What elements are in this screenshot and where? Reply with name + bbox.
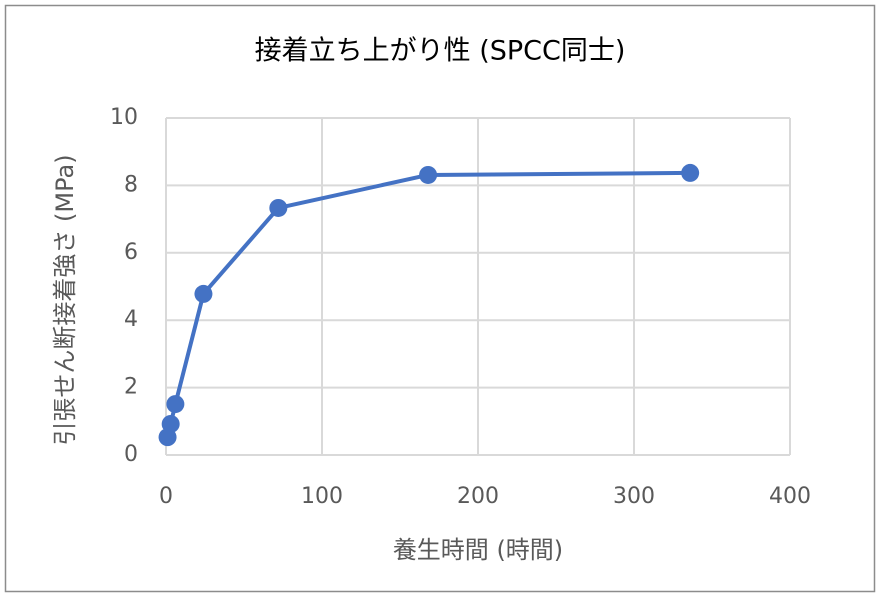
y-axis-title: 引張せん断接着強さ (MPa)	[51, 154, 79, 445]
data-point	[161, 414, 180, 433]
x-tick-label: 300	[613, 484, 655, 509]
x-tick-label: 100	[301, 484, 343, 509]
data-point	[419, 165, 438, 184]
data-point	[194, 284, 213, 303]
y-tick-label: 4	[124, 307, 138, 332]
x-tick-label: 200	[457, 484, 499, 509]
x-axis-title: 養生時間 (時間)	[393, 536, 563, 564]
y-tick-label: 0	[124, 442, 138, 467]
chart-title: 接着立ち上がり性 (SPCC同士)	[255, 36, 626, 67]
data-point	[681, 163, 700, 182]
data-point	[269, 198, 288, 217]
chart-frame	[4, 4, 876, 593]
y-tick-label: 10	[110, 105, 138, 130]
y-tick-label: 6	[124, 240, 138, 265]
y-tick-label: 2	[124, 375, 138, 400]
x-tick-label: 400	[769, 484, 811, 509]
y-tick-label: 8	[124, 172, 138, 197]
data-point	[166, 395, 185, 414]
x-tick-label: 0	[159, 484, 173, 509]
